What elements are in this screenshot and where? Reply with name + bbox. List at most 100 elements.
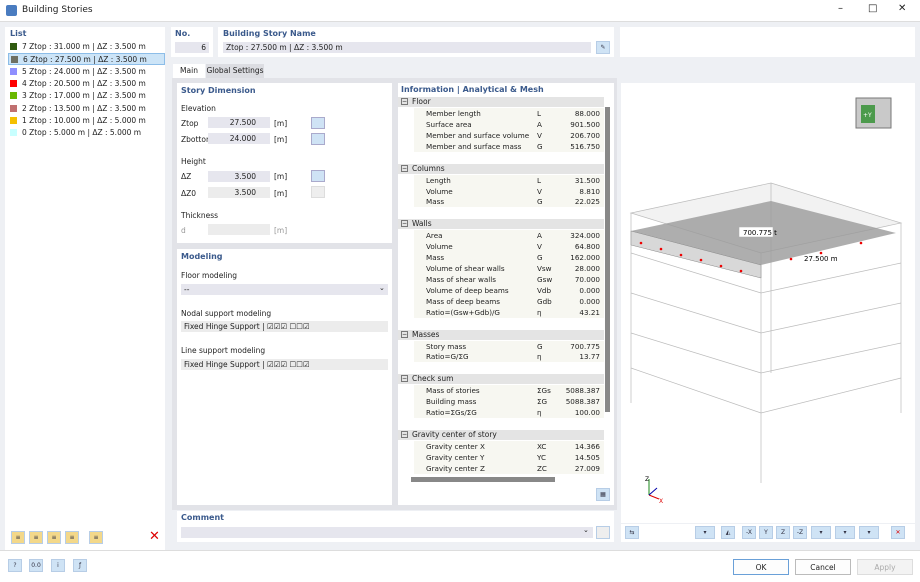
list-header: List [10, 29, 27, 38]
color-swatch [10, 104, 17, 112]
vertical-scrollbar[interactable] [605, 107, 610, 412]
story-name-field[interactable]: Ztop : 27.500 m | ΔZ : 3.500 m [223, 42, 591, 53]
list-item[interactable]: 7 Ztop : 31.000 m | ΔZ : 3.500 m [8, 41, 165, 53]
info-panel: Information | Analytical & Mesh − Floor Me… [398, 83, 614, 505]
zbottom-label: Zbottom [181, 135, 214, 144]
story-label: Ztop : 13.500 m | ΔZ : 3.500 m [29, 103, 146, 113]
dimension-dropdown[interactable]: ▾ [695, 526, 715, 539]
tree-section[interactable]: − Masses [398, 329, 604, 340]
property-value: 64.800 [574, 242, 600, 252]
tab-main[interactable]: Main [173, 64, 205, 78]
calculate-button[interactable]: ▦ [596, 488, 610, 501]
comment-input[interactable] [181, 527, 593, 538]
tree-section[interactable]: − Gravity center of story [398, 430, 604, 440]
tree-section[interactable]: − Check sum [398, 374, 604, 385]
collapse-icon[interactable]: − [401, 220, 408, 228]
property-symbol: YC [537, 452, 547, 462]
story-number: 4 [22, 78, 27, 88]
story-label: Ztop : 5.000 m | ΔZ : 5.000 m [29, 128, 142, 138]
collapse-icon[interactable]: − [401, 431, 408, 438]
list-item[interactable]: 5 Ztop : 24.000 m | ΔZ : 3.500 m [8, 66, 165, 78]
property-value: 14.505 [574, 452, 600, 462]
view-z-button[interactable]: Z [776, 526, 790, 539]
number-field[interactable]: 6 [175, 42, 209, 53]
collapse-icon[interactable]: − [401, 98, 408, 105]
property-name: Member and surface mass [426, 141, 522, 151]
color-swatch [10, 79, 17, 87]
list-item[interactable]: 4 Ztop : 20.500 m | ΔZ : 3.500 m [8, 78, 165, 90]
info-button[interactable]: i [51, 559, 65, 572]
comment-header: Comment [181, 513, 224, 522]
section-title: Gravity center of story [412, 430, 497, 439]
property-symbol: Vdb [537, 285, 552, 295]
collapse-icon[interactable]: − [401, 375, 408, 383]
zoom-reset-icon[interactable]: ✕ [891, 526, 905, 539]
new-story-button[interactable]: ≡ [11, 531, 25, 544]
view-cube[interactable]: +Y [855, 97, 892, 129]
close-button[interactable]: ✕ [898, 3, 907, 14]
chevron-down-icon[interactable]: ⌄ [583, 526, 589, 534]
property-value: 700.775 [570, 341, 600, 351]
dz0-input[interactable]: 3.500 [208, 187, 270, 198]
tab-global-settings[interactable]: Global Settings [206, 64, 264, 78]
maximize-button[interactable]: □ [868, 3, 878, 14]
elevation-label-3d: 27.500 m [804, 255, 838, 263]
pick-zbottom-button[interactable] [311, 133, 325, 145]
floor-modeling-select[interactable]: -- [181, 284, 388, 295]
view-toolbar: ⇆ ▾ ◭ -X Y Z -Z ▾ ▾ ▾ ✕ [621, 524, 915, 542]
comment-library-button[interactable] [596, 526, 610, 539]
ok-button[interactable]: OK [733, 559, 789, 575]
list-item[interactable]: 6 Ztop : 27.500 m | ΔZ : 3.500 m [8, 53, 165, 66]
building-model: 700.775 t 27.500 m +Y ZX [629, 97, 903, 505]
minimize-button[interactable]: – [838, 3, 843, 14]
list-item[interactable]: 0 Ztop : 5.000 m | ΔZ : 5.000 m [8, 127, 165, 139]
collapse-icon[interactable]: − [401, 330, 408, 338]
list-item[interactable]: 2 Ztop : 13.500 m | ΔZ : 3.500 m [8, 103, 165, 115]
units-button[interactable]: 0.0 [29, 559, 43, 572]
nodal-support-field[interactable]: Fixed Hinge Support | ☑☑☑ ☐☐☑ [181, 321, 388, 332]
cancel-button[interactable]: Cancel [795, 559, 851, 575]
view-minus-x-button[interactable]: -X [742, 526, 756, 539]
print-dropdown[interactable]: ▾ [859, 526, 879, 539]
formula-button[interactable]: ƒ [73, 559, 87, 572]
list-item[interactable]: 3 Ztop : 17.000 m | ΔZ : 3.500 m [8, 90, 165, 102]
view-y-button[interactable]: Y [759, 526, 773, 539]
help-button[interactable]: ? [8, 559, 22, 572]
line-support-field[interactable]: Fixed Hinge Support | ☑☑☑ ☐☐☑ [181, 359, 388, 370]
name-header: Building Story Name [223, 29, 316, 38]
delete-icon[interactable]: ✕ [149, 529, 160, 544]
sort-story-button[interactable]: ≡ [65, 531, 79, 544]
property-symbol: ZC [537, 463, 547, 473]
section-title: Check sum [412, 374, 454, 384]
copy-story-button[interactable]: ≡ [29, 531, 43, 544]
tree-section[interactable]: − Floor [398, 97, 604, 107]
tree-row: Member and surface volume V 206.700 [414, 129, 604, 141]
box-dropdown[interactable]: ▾ [835, 526, 855, 539]
render-dropdown[interactable]: ▾ [811, 526, 831, 539]
view-settings-button[interactable]: ⇆ [625, 526, 639, 539]
zbottom-input[interactable]: 24.000 [208, 133, 270, 144]
edit-name-button[interactable]: ✎ [596, 41, 610, 54]
display-button[interactable]: ◭ [721, 526, 735, 539]
property-name: Volume of shear walls [426, 264, 505, 273]
property-name: Member and surface volume [426, 130, 530, 140]
pick-ztop-button[interactable] [311, 117, 325, 129]
horizontal-scrollbar[interactable] [411, 477, 555, 482]
list-item[interactable]: 1 Ztop : 10.000 m | ΔZ : 5.000 m [8, 115, 165, 127]
property-symbol: G [537, 141, 543, 151]
collapse-icon[interactable]: − [401, 164, 408, 172]
tree-section[interactable]: − Walls [398, 219, 604, 230]
pick-dz-button[interactable] [311, 170, 325, 182]
property-name: Area [426, 231, 443, 241]
tree-section[interactable]: − Columns [398, 163, 604, 174]
view-iso-button[interactable]: -Z [793, 526, 807, 539]
story-number: 6 [23, 55, 28, 65]
property-name: Volume [426, 242, 453, 252]
insert-story-button[interactable]: ≡ [47, 531, 61, 544]
property-name: Ratio=(Gsw+Gdb)/G [426, 307, 500, 317]
info-tree: − Floor Member length L 88.000 Surface area A 9… [398, 97, 604, 475]
dz-input[interactable]: 3.500 [208, 171, 270, 182]
renumber-story-button[interactable]: ≡ [89, 531, 103, 544]
ztop-input[interactable]: 27.500 [208, 117, 270, 128]
